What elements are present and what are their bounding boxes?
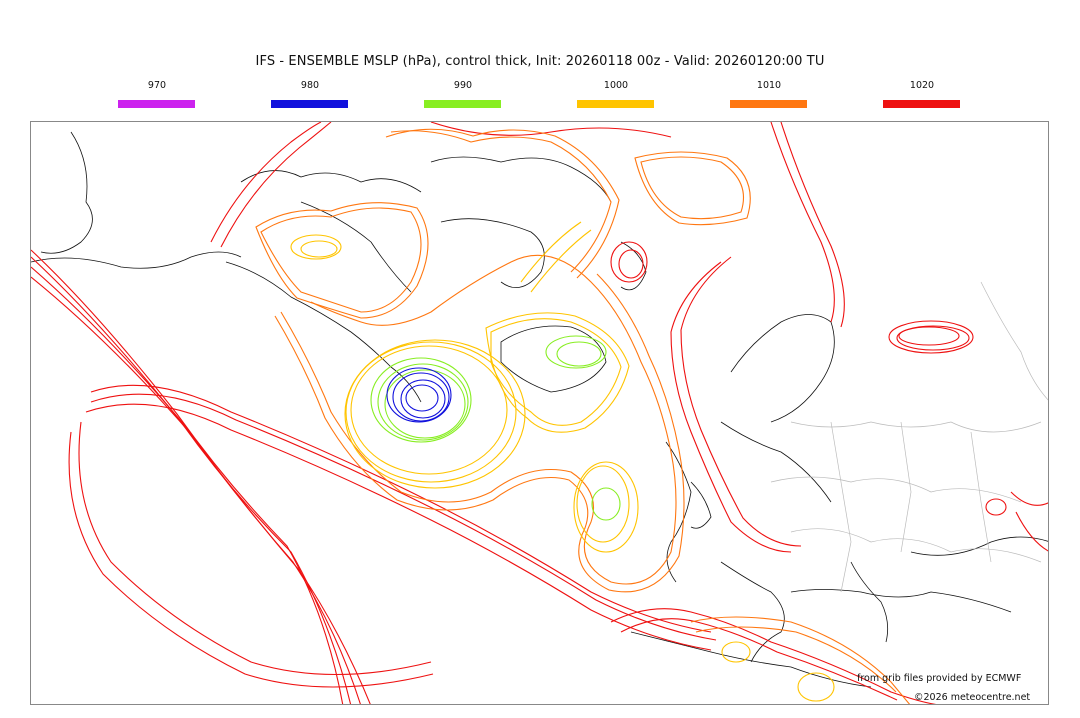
legend-label: 1000 [603, 80, 629, 91]
coastlines [31, 131, 1048, 688]
map-canvas [31, 122, 1048, 704]
country-borders [770, 281, 1048, 593]
legend-item-1000: 1000 [577, 80, 655, 108]
source-credit: from grib files provided by ECMWF [857, 673, 1022, 684]
legend-swatch [730, 100, 807, 108]
copyright-credit: ©2026 meteocentre.net [914, 692, 1031, 703]
isobars-980 [386, 367, 452, 423]
legend-swatch [424, 100, 501, 108]
pressure-map [30, 121, 1049, 705]
isobars-1020 [31, 122, 1048, 704]
legend-item-1010: 1010 [730, 80, 808, 108]
isobars-990 [370, 335, 621, 521]
map-title: IFS - ENSEMBLE MSLP (hPa), control thick… [255, 54, 825, 69]
legend-label: 980 [300, 80, 320, 91]
legend-label: 1020 [909, 80, 935, 91]
legend-swatch [577, 100, 654, 108]
legend-swatch [271, 100, 348, 108]
legend-item-1020: 1020 [883, 80, 961, 108]
isobars-1010 [255, 128, 911, 704]
legend-item-990: 990 [424, 80, 502, 108]
legend-item-970: 970 [118, 80, 196, 108]
legend-label: 1010 [756, 80, 782, 91]
legend-label: 990 [453, 80, 473, 91]
legend-swatch [118, 100, 195, 108]
legend-label: 970 [147, 80, 167, 91]
legend-swatch [883, 100, 960, 108]
isobars-1000 [290, 221, 835, 702]
legend-item-980: 980 [271, 80, 349, 108]
